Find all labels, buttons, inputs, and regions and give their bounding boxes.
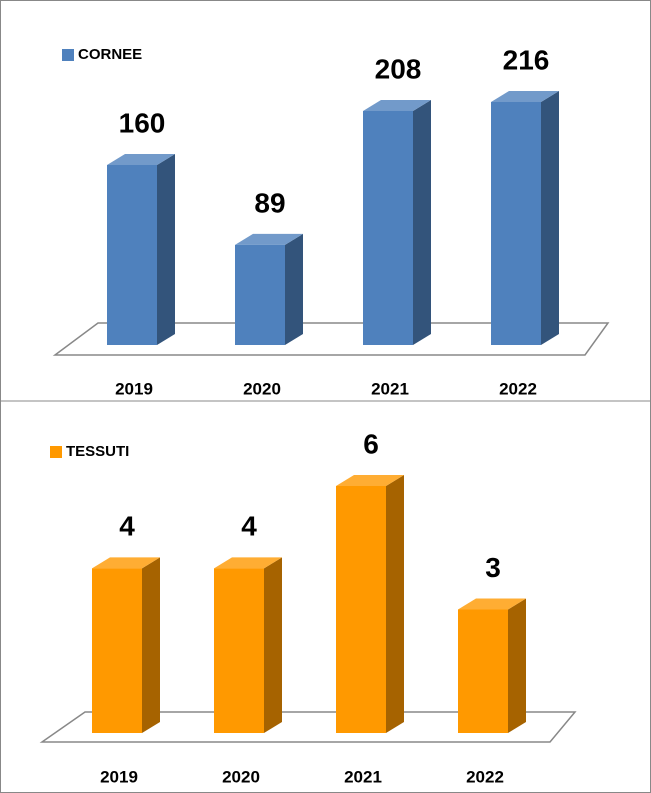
data-label: 4 xyxy=(241,511,257,542)
bar xyxy=(458,609,508,733)
x-tick-label: 2019 xyxy=(100,767,138,786)
bar-top xyxy=(235,233,303,245)
data-label: 6 xyxy=(363,428,379,459)
bar-top xyxy=(363,100,431,111)
bar-side xyxy=(142,557,160,733)
data-label: 160 xyxy=(119,107,166,138)
legend-label: CORNEE xyxy=(78,46,142,63)
floor xyxy=(39,711,577,743)
bar xyxy=(92,568,142,733)
bar xyxy=(363,111,413,345)
legend-swatch xyxy=(62,49,74,61)
data-label: 3 xyxy=(485,552,501,583)
bar-side xyxy=(508,598,526,733)
bar xyxy=(336,486,386,733)
bar-top xyxy=(92,557,160,569)
bar xyxy=(107,165,157,345)
x-tick-label: 2021 xyxy=(371,379,409,398)
bar-top xyxy=(336,475,404,486)
x-tick-label: 2020 xyxy=(243,379,281,398)
bar-side xyxy=(386,475,404,733)
x-tick-label: 2022 xyxy=(499,379,537,398)
bar-top xyxy=(107,154,175,165)
bar-top xyxy=(214,557,282,569)
floor xyxy=(52,322,610,356)
legend-label: TESSUTI xyxy=(66,443,129,460)
legend-swatch xyxy=(50,446,62,458)
x-tick-label: 2019 xyxy=(115,379,153,398)
data-label: 216 xyxy=(503,44,550,75)
data-label: 89 xyxy=(254,187,285,218)
data-label: 4 xyxy=(119,511,135,542)
bar xyxy=(491,102,541,345)
bar-side xyxy=(157,154,175,345)
bar-top xyxy=(491,91,559,102)
bar-top xyxy=(458,598,526,610)
bar-side xyxy=(285,233,303,345)
bar-side xyxy=(413,100,431,345)
bar xyxy=(235,244,285,345)
bar xyxy=(214,568,264,733)
bar-side xyxy=(264,557,282,733)
x-tick-label: 2021 xyxy=(344,767,382,786)
data-label: 208 xyxy=(375,53,422,84)
x-tick-label: 2020 xyxy=(222,767,260,786)
bar-side xyxy=(541,91,559,345)
x-tick-label: 2022 xyxy=(466,767,504,786)
